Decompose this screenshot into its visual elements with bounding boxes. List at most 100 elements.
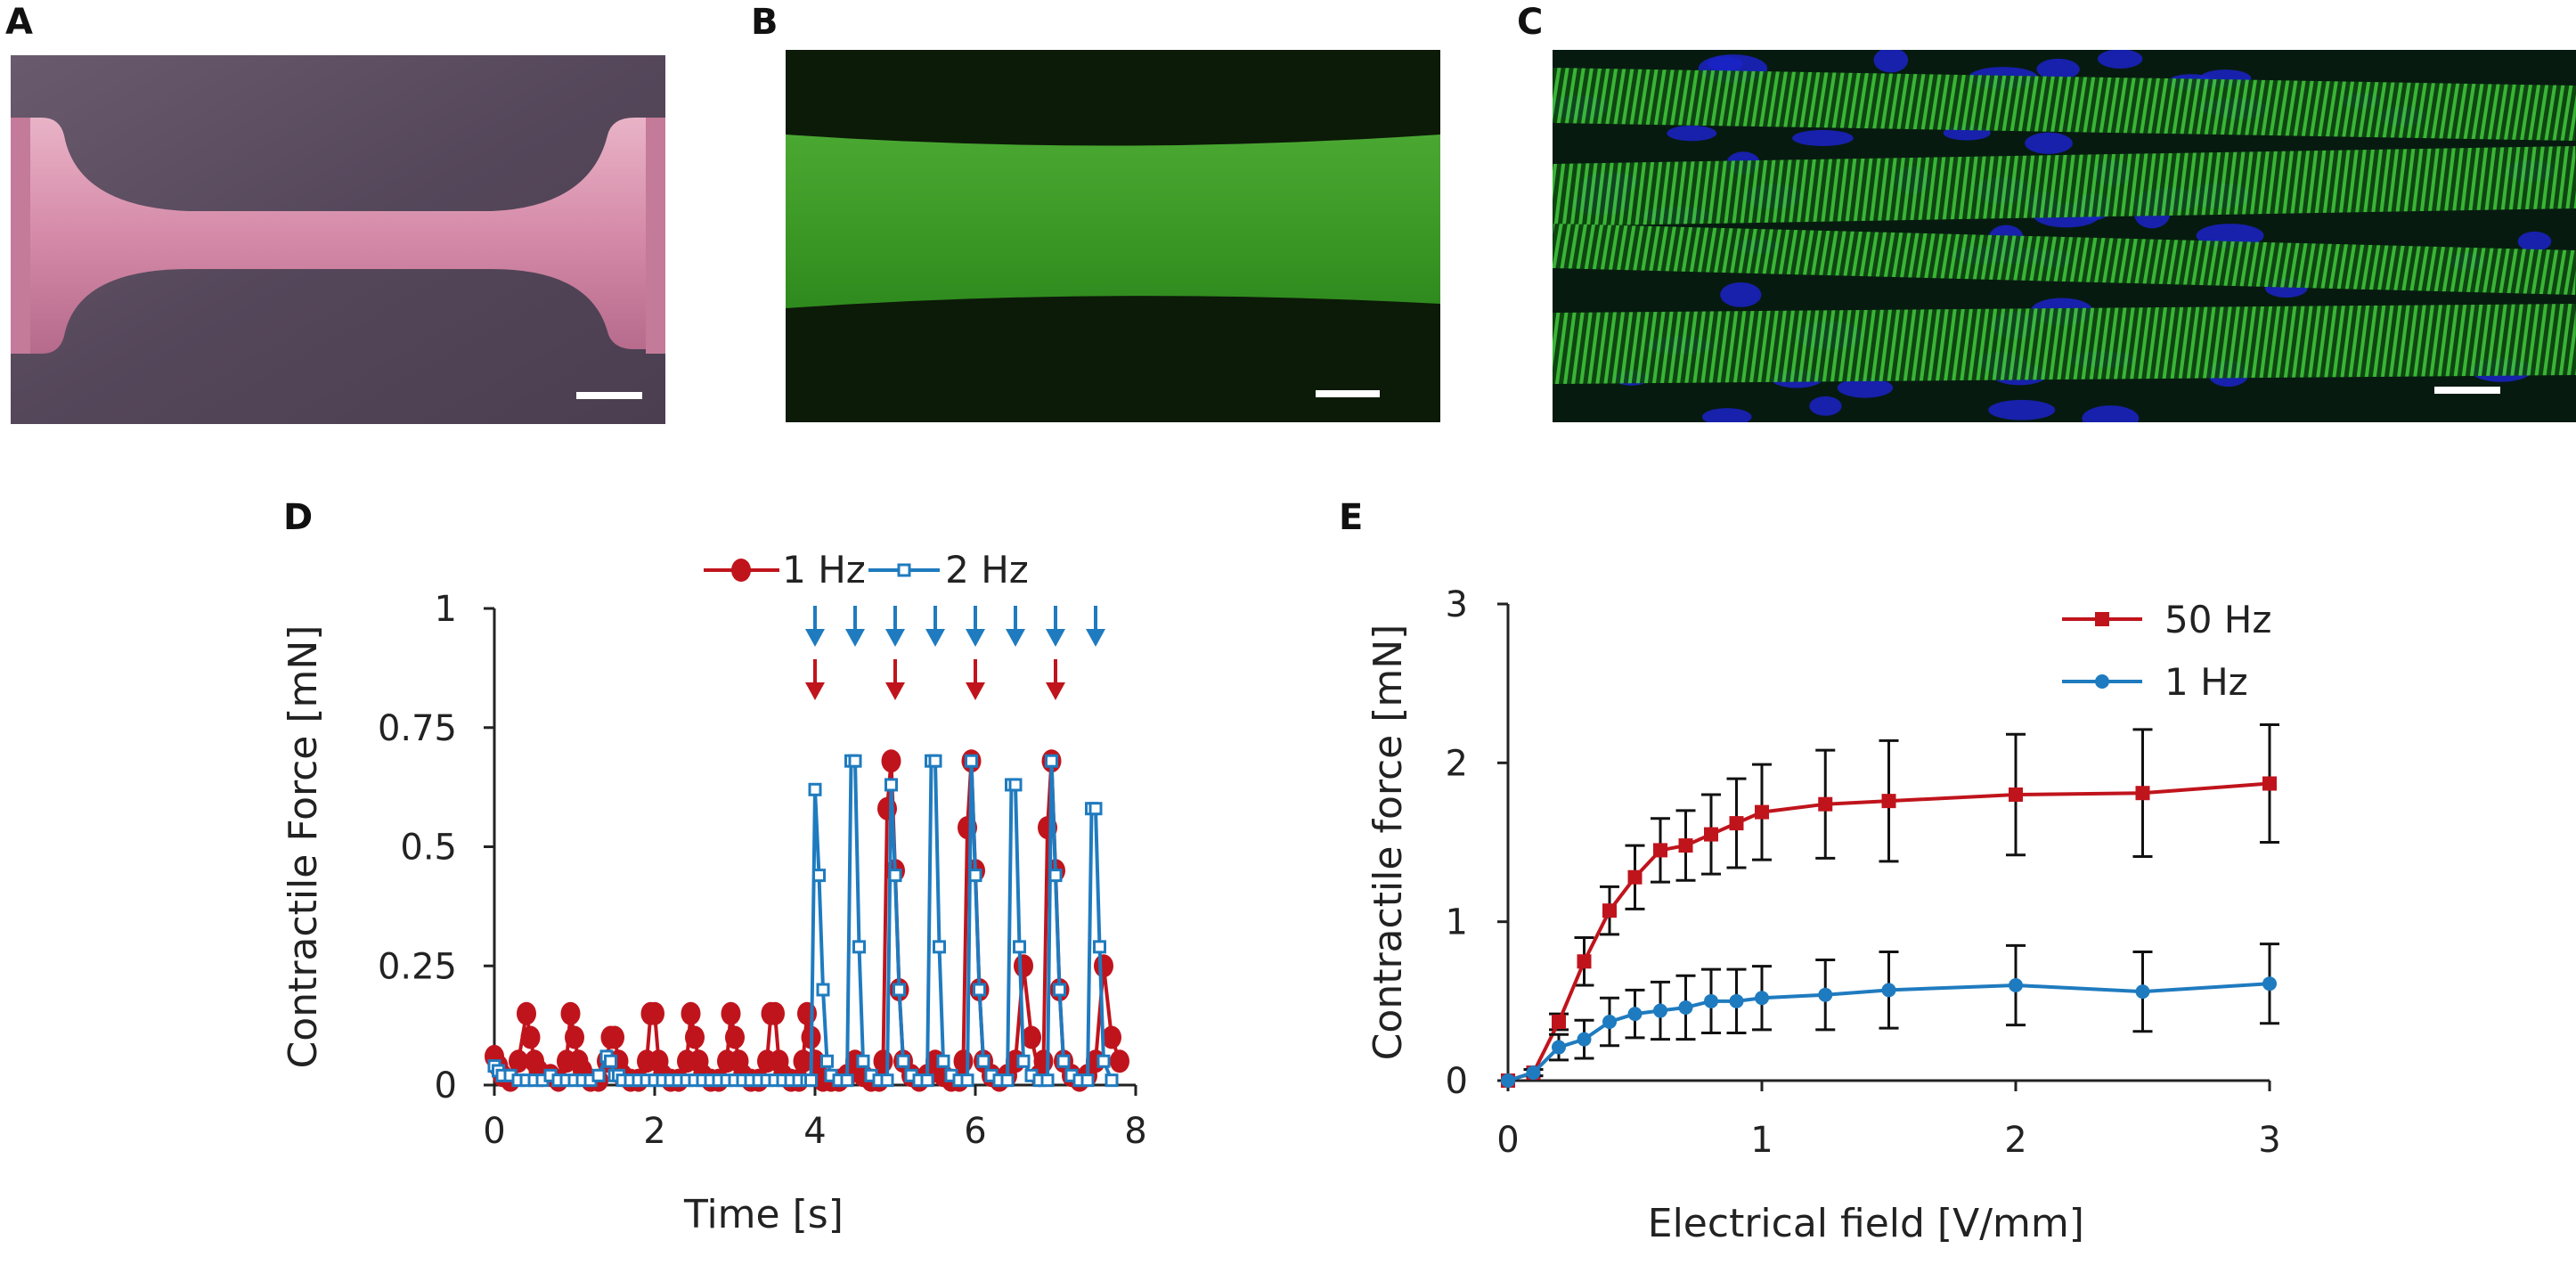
x-axis-label: Electrical field [V/mm]: [1648, 1201, 2084, 1246]
data-point: [517, 1001, 536, 1025]
stimulus-arrow-2hz-head: [966, 629, 985, 647]
series-line-50-hz: [1507, 781, 2270, 1082]
data-point: [1022, 1025, 1041, 1049]
data-point: [765, 1001, 785, 1025]
y-tick-label: 2: [1446, 743, 1468, 784]
data-point: [848, 754, 862, 768]
y-tick-label: 0: [1446, 1061, 1468, 1102]
tissue-photo: [11, 55, 665, 424]
data-point: [1577, 954, 1592, 969]
data-point: [960, 1073, 974, 1088]
nucleus-shape: [2036, 58, 2080, 80]
stimulus-arrow-2hz-head: [805, 629, 825, 647]
data-point: [1501, 1073, 1515, 1088]
data-point: [1094, 954, 1113, 978]
data-point: [797, 1001, 817, 1025]
data-point: [2262, 776, 2277, 791]
data-point: [1602, 903, 1617, 918]
x-tick-label: 0: [483, 1111, 505, 1152]
data-point: [812, 869, 826, 883]
data-point: [1577, 1032, 1592, 1047]
y-tick-label: 1: [1446, 902, 1468, 943]
stimulus-arrow-1hz-head: [805, 682, 825, 700]
y-tick-label: 0.5: [400, 828, 457, 869]
data-point: [2262, 976, 2277, 992]
data-point: [856, 1054, 870, 1068]
data-point: [520, 1025, 541, 1049]
data-point: [1040, 1073, 1055, 1088]
stimulus-arrow-2hz-head: [1046, 629, 1065, 647]
data-point: [1048, 869, 1063, 883]
x-tick-label: 0: [1496, 1120, 1519, 1161]
legend-marker-2hz: [897, 563, 911, 577]
nucleus-shape: [1873, 50, 1909, 73]
x-tick-label: 1: [1750, 1120, 1773, 1161]
x-tick-label: 3: [2258, 1120, 2280, 1161]
data-point: [896, 1054, 910, 1068]
x-axis-label: Time [s]: [683, 1192, 844, 1237]
legend-marker-1hz: [2095, 674, 2109, 689]
data-point: [1045, 754, 1058, 768]
legend-label-1hz: 1 Hz: [2164, 660, 2248, 704]
y-tick-label: 1: [435, 589, 457, 630]
data-point: [1008, 778, 1023, 792]
data-point: [976, 1054, 990, 1068]
data-point: [1080, 1073, 1095, 1088]
data-point: [1000, 1073, 1015, 1088]
data-point: [936, 1054, 950, 1068]
legend: 1 Hz 2 Hz: [704, 548, 1029, 592]
data-point: [1526, 1065, 1541, 1081]
data-point: [1627, 1007, 1643, 1022]
data-point: [509, 1049, 528, 1073]
stimulus-arrow-1hz-head: [885, 682, 905, 700]
data-point: [808, 782, 822, 796]
data-point: [1053, 983, 1066, 997]
data-point: [852, 940, 866, 954]
nucleus-shape: [2082, 405, 2140, 422]
legend-label-50hz: 50 Hz: [2164, 598, 2271, 641]
data-point: [591, 1068, 606, 1082]
data-point: [685, 1025, 705, 1049]
data-point: [1102, 1025, 1121, 1049]
data-point: [565, 1025, 584, 1049]
data-point: [968, 869, 982, 883]
data-point: [1110, 1049, 1129, 1073]
legend: 50 Hz 1 Hz: [2062, 598, 2271, 704]
data-point: [933, 940, 946, 954]
x-tick-label: 4: [803, 1111, 826, 1152]
nucleus-shape: [2098, 50, 2143, 69]
nucleus-shape: [2517, 231, 2552, 252]
nucleus-shape: [2025, 132, 2073, 154]
data-point: [965, 754, 978, 768]
stimulus-arrow-2hz-head: [845, 629, 865, 647]
y-tick-label: 0.75: [378, 708, 457, 749]
panel-label-a: A: [5, 2, 33, 43]
y-tick-label: 0.25: [378, 946, 457, 987]
nucleus-shape: [1708, 56, 1743, 71]
data-point: [1678, 838, 1693, 853]
data-point: [1729, 993, 1744, 1008]
data-point: [1552, 1015, 1566, 1030]
data-point: [1881, 794, 1896, 809]
data-point: [880, 1073, 894, 1088]
data-point: [721, 1001, 741, 1025]
stimulus-arrow-1hz-head: [966, 682, 985, 700]
data-point: [1552, 1040, 1566, 1055]
data-point: [973, 983, 986, 997]
data-point: [604, 1054, 617, 1068]
nucleus-shape: [1701, 408, 1752, 422]
x-tick-label: 2: [2004, 1120, 2026, 1161]
y-axis-label: Contractile Force [mN]: [281, 625, 326, 1069]
x-tick-label: 8: [1124, 1111, 1146, 1152]
data-point: [645, 1001, 664, 1025]
data-point: [605, 1025, 624, 1049]
data-point: [1653, 843, 1667, 858]
legend-label-1hz: 1 Hz: [782, 548, 866, 592]
data-point: [1818, 987, 1833, 1002]
nucleus-shape: [1809, 396, 1842, 416]
data-point: [888, 869, 902, 883]
legend-label-2hz: 2 Hz: [945, 548, 1029, 592]
data-point: [840, 1073, 854, 1088]
data-point: [1729, 816, 1744, 831]
chart-d: 0 0.25 0.5 0.75 1 0 2 4 6 8 Time [s] Contractile Fo…: [281, 548, 1147, 1237]
